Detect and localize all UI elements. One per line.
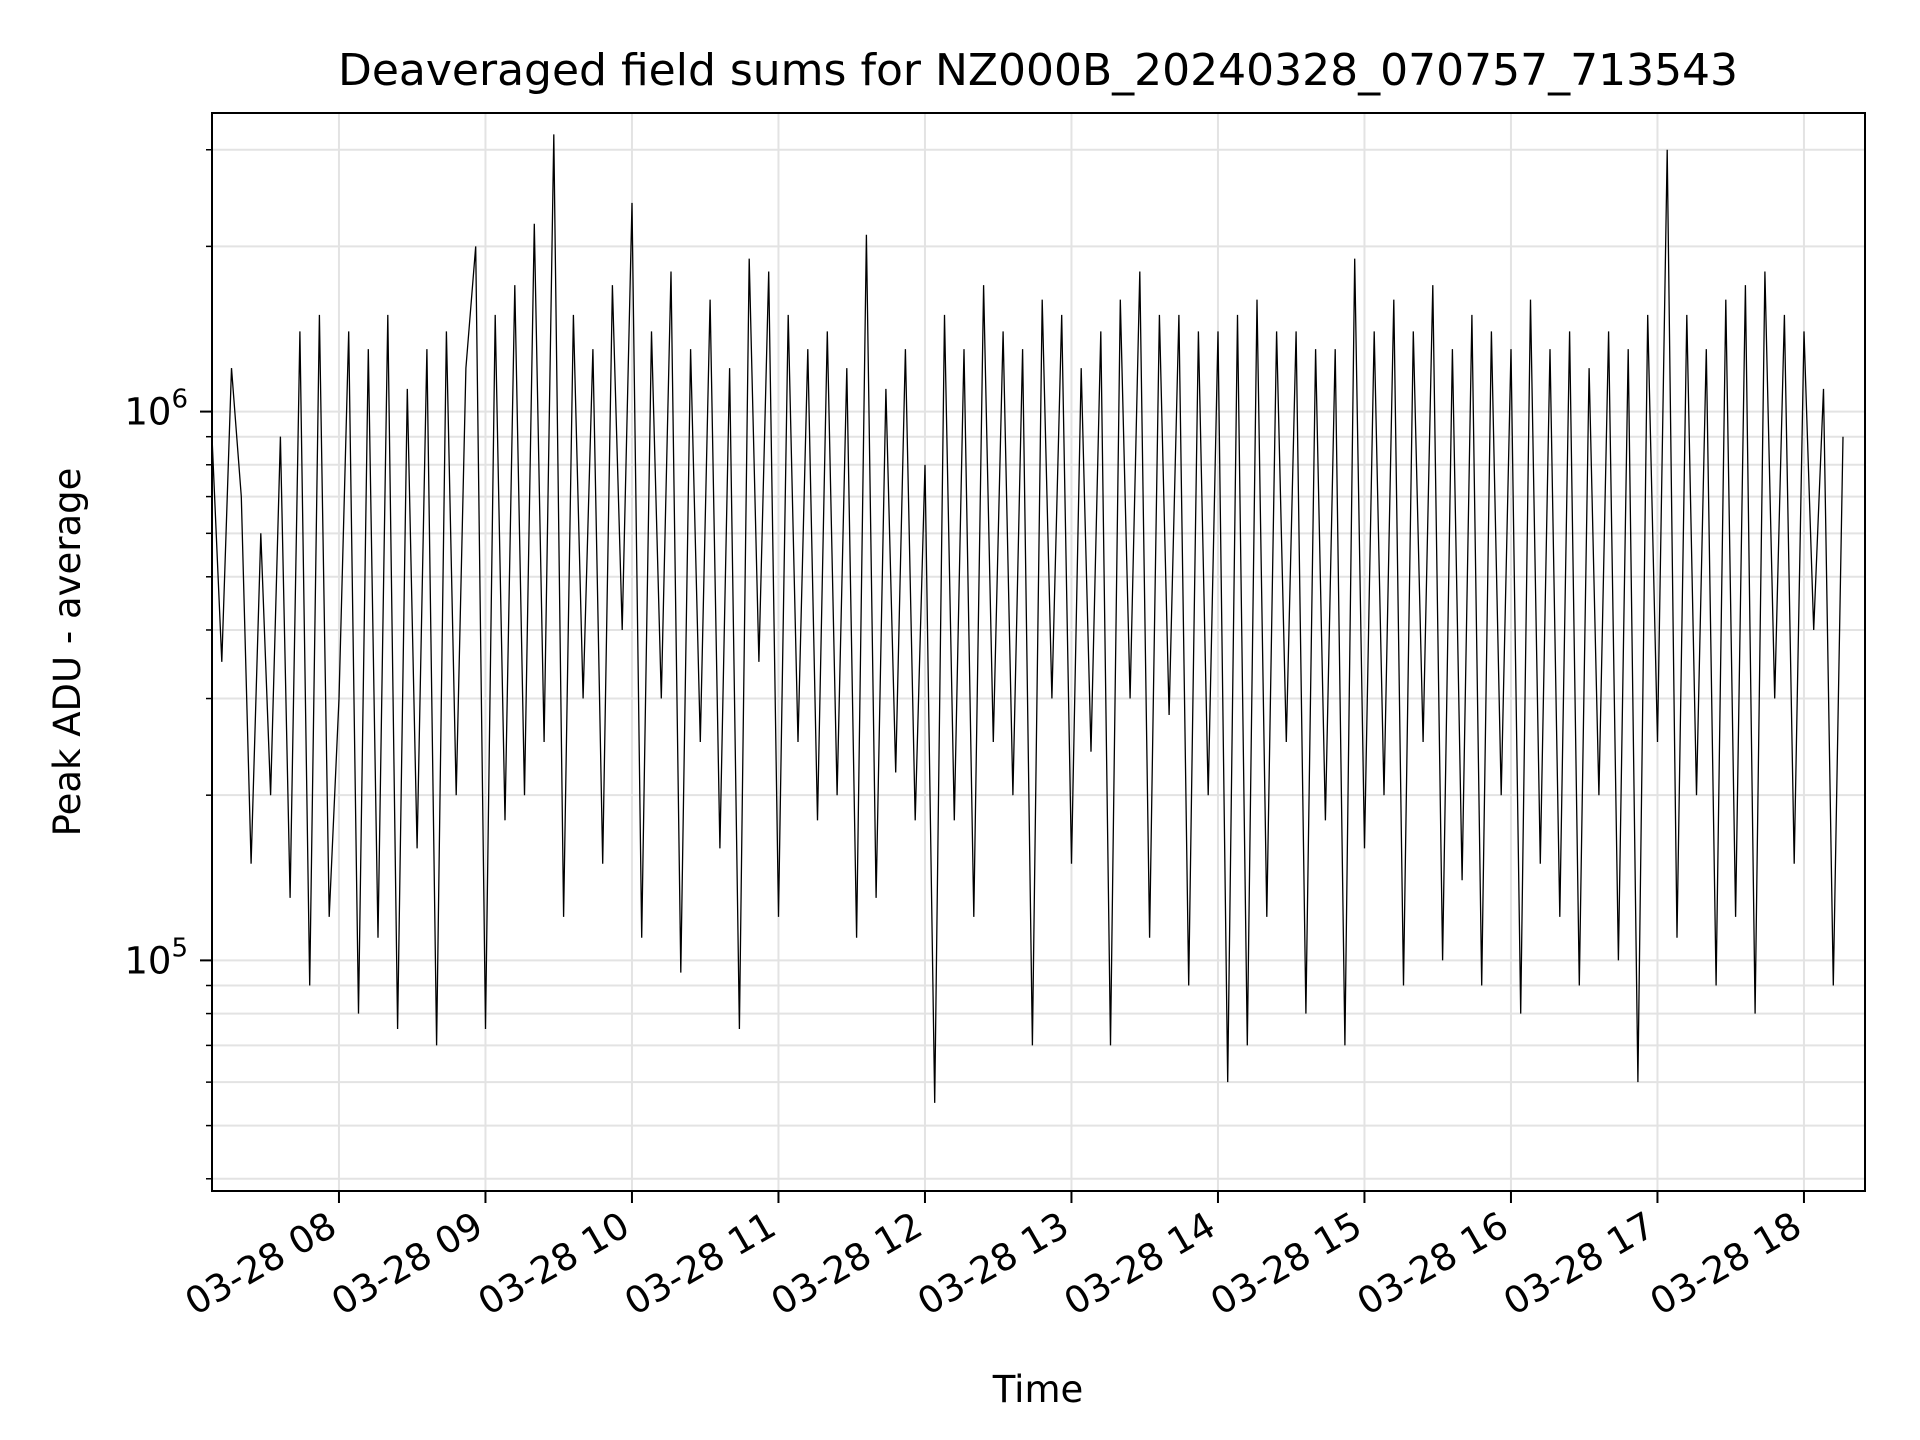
y-axis-label: Peak ADU - average: [46, 468, 89, 837]
series-line: [212, 134, 1844, 1103]
y-tick-label: 106: [124, 385, 188, 434]
y-tick-label: 105: [124, 933, 188, 982]
plot-frame: [211, 112, 1866, 1192]
x-axis-label: Time: [992, 1368, 1084, 1411]
y-tick-label-exponent: 5: [171, 933, 188, 963]
y-tick-label-base: 10: [124, 939, 171, 982]
chart-title: Deaveraged field sums for NZ000B_2024032…: [338, 45, 1738, 96]
y-tick-label-exponent: 6: [171, 385, 188, 415]
y-tick-label-base: 10: [124, 391, 171, 434]
